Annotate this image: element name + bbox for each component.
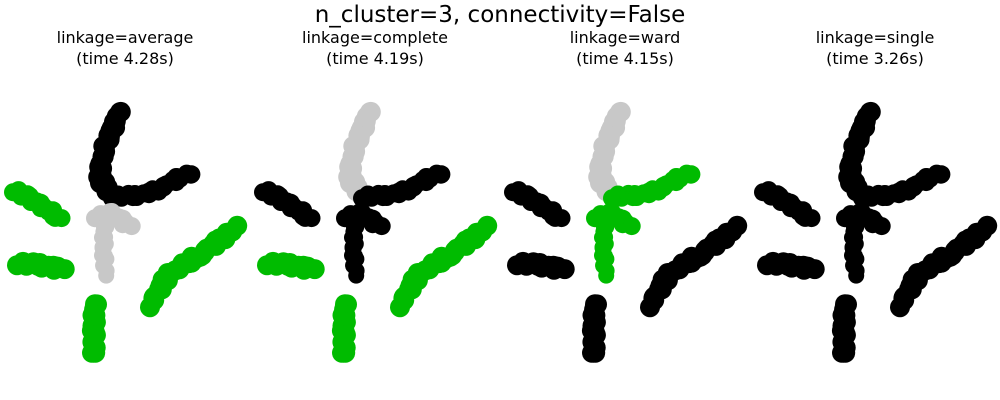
- scatter-point-center-blob: [872, 217, 891, 236]
- panel-title-average-line1: linkage=average: [56, 28, 194, 47]
- scatter-point-center-blob: [122, 217, 141, 236]
- panel-title-ward: linkage=ward (time 4.15s): [500, 27, 750, 69]
- panel-title-ward-line1: linkage=ward: [569, 28, 681, 47]
- scatter-point-bottom-center: [832, 342, 852, 363]
- scatter-point-right-diagonal: [477, 215, 498, 236]
- figure-title: n_cluster=3, connectivity=False: [314, 2, 686, 28]
- scatter-point-center-blob: [622, 217, 641, 236]
- scatter-point-left-lower: [304, 259, 325, 280]
- scatter-point-bottom-center: [582, 342, 602, 363]
- scatter-point-left-upper: [802, 209, 821, 228]
- panel-title-average: linkage=average (time 4.28s): [0, 27, 250, 69]
- scatter-point-left-lower: [554, 259, 575, 280]
- panel-title-complete: linkage=complete (time 4.19s): [250, 27, 500, 69]
- panel-title-average-line2: (time 4.28s): [76, 49, 174, 68]
- scatter-point-upper-arm: [182, 165, 201, 184]
- scatter-point-left-upper: [552, 209, 571, 228]
- panel-title-single-line1: linkage=single: [815, 28, 935, 47]
- scatter-point-upper-arm: [432, 165, 451, 184]
- panel-title-single-line2: (time 3.26s): [826, 49, 924, 68]
- scatter-point-left-upper: [302, 209, 321, 228]
- scatter-point-left-upper: [52, 209, 71, 228]
- panel-title-ward-line2: (time 4.15s): [576, 49, 674, 68]
- scatter-point-upper-arm: [682, 165, 701, 184]
- scatter-point-center-blob: [372, 217, 391, 236]
- scatter-point-lower-center: [598, 267, 615, 284]
- scatter-point-bottom-center: [82, 342, 102, 363]
- scatter-point-right-diagonal: [727, 215, 748, 236]
- scatter-panel: [254, 101, 498, 363]
- scatter-panel: [504, 101, 748, 363]
- scatter-point-left-lower: [804, 259, 825, 280]
- scatter-point-lower-center: [348, 267, 365, 284]
- scatter-panel: [754, 101, 998, 363]
- scatter-point-left-lower: [54, 259, 75, 280]
- scatter-panel: [4, 101, 248, 363]
- scatter-point-lower-center: [848, 267, 865, 284]
- scatter-point-bottom-center: [332, 342, 352, 363]
- scatter-point-right-diagonal: [227, 215, 248, 236]
- panel-title-complete-line2: (time 4.19s): [326, 49, 424, 68]
- scatter-point-right-diagonal: [977, 215, 998, 236]
- panel-title-complete-line1: linkage=complete: [302, 28, 448, 47]
- panel-title-single: linkage=single (time 3.26s): [750, 27, 1000, 69]
- scatter-point-lower-center: [98, 267, 115, 284]
- scatter-point-upper-arm: [932, 165, 951, 184]
